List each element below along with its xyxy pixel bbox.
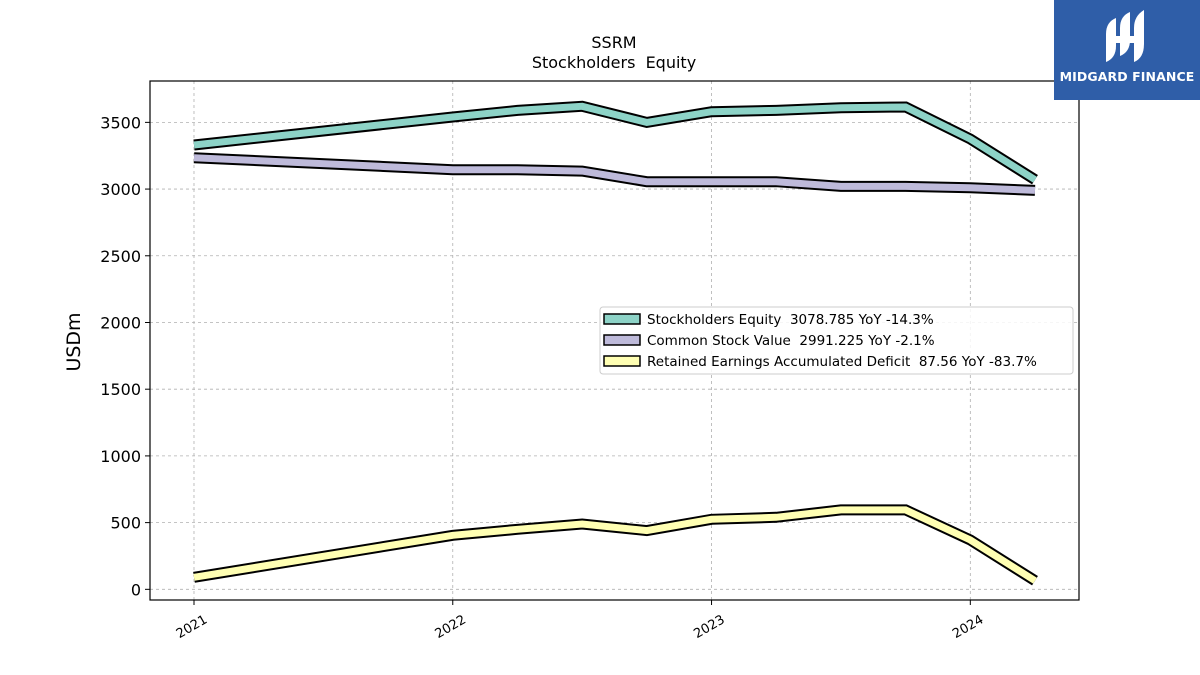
x-tick-label: 2022 — [433, 612, 469, 642]
plot-frame — [149, 80, 1080, 601]
x-tick-label: 2024 — [950, 612, 986, 642]
y-tick-label: 2000 — [100, 313, 141, 332]
series-line-2 — [193, 506, 1037, 584]
chart-title: SSRM — [591, 33, 636, 52]
x-tick-label: 2023 — [691, 612, 727, 642]
x-axis-ticks: 2021 2022 2023 2024 — [174, 600, 986, 642]
legend-label: Common Stock Value 2991.225 YoY -2.1% — [647, 333, 935, 349]
series-line-outline-2 — [193, 504, 1038, 586]
legend-swatch — [603, 313, 641, 325]
x-tick-label: 2021 — [174, 612, 210, 642]
y-tick-label: 3000 — [100, 180, 141, 199]
y-tick-label: 2500 — [100, 247, 141, 266]
chart-subtitle: Stockholders Equity — [532, 53, 696, 72]
midgard-finance-logo: MIDGARD FINANCE — [1054, 0, 1200, 100]
legend-swatch — [603, 334, 641, 346]
y-axis-ticks: 0 500 1000 1500 2000 2500 3000 3500 — [100, 113, 150, 599]
y-tick-label: 1000 — [100, 447, 141, 466]
legend: Stockholders Equity 3078.785 YoY -14.3% C… — [599, 306, 1074, 375]
logo-text: MIDGARD FINANCE — [1059, 69, 1195, 84]
legend-box — [599, 306, 1074, 375]
y-tick-label: 1500 — [100, 380, 141, 399]
y-tick-label: 3500 — [100, 113, 141, 132]
series-lines — [193, 100, 1038, 586]
y-tick-label: 0 — [131, 580, 141, 599]
legend-label: Stockholders Equity 3078.785 YoY -14.3% — [647, 312, 934, 328]
legend-swatch — [603, 355, 641, 367]
series-line-1 — [193, 154, 1036, 194]
y-tick-label: 500 — [110, 514, 141, 533]
logo-mark-icon — [1106, 10, 1144, 62]
legend-label: Retained Earnings Accumulated Deficit 87… — [647, 354, 1037, 370]
y-axis-label: USDm — [63, 312, 85, 371]
series-line-0 — [193, 102, 1037, 183]
